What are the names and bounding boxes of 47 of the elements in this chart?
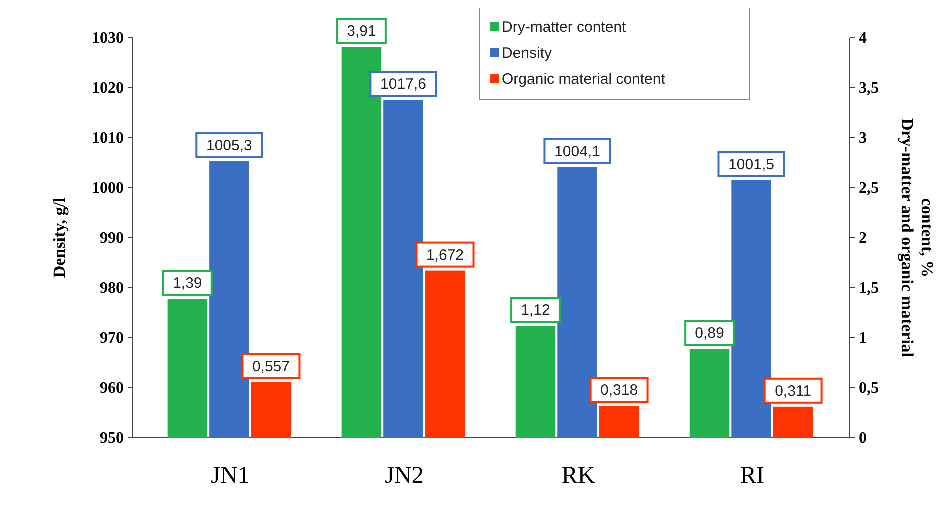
y2-tick-label: 3 (859, 130, 867, 147)
data-label: 0,89 (695, 325, 724, 342)
y2-tick-label: 3,5 (859, 80, 879, 97)
y-tick-label: 990 (100, 230, 124, 247)
bar (516, 326, 556, 438)
bar (690, 349, 730, 438)
data-label: 1004,1 (554, 144, 600, 160)
y2-tick-label: 0 (859, 430, 867, 447)
y-tick-label: 1030 (92, 30, 124, 47)
x-tick-label: JN1 (211, 463, 250, 489)
legend-label: Organic material content (502, 71, 666, 88)
y2-tick-label: 1,5 (859, 280, 879, 297)
y-tick-label: 970 (100, 330, 124, 347)
data-label: 1,12 (521, 302, 550, 319)
y-tick-label: 980 (100, 280, 124, 297)
x-tick-label: JN2 (385, 463, 424, 489)
data-label: 1005,3 (206, 138, 252, 154)
y-tick-label: 1000 (92, 180, 124, 197)
y2-tick-label: 1 (859, 330, 867, 347)
bar (773, 406, 814, 438)
data-label: 1,672 (426, 246, 464, 264)
y-tick-label: 1020 (92, 80, 124, 97)
y2-tick-label: 2 (859, 230, 867, 247)
x-tick-label: RI (740, 463, 765, 489)
data-label: 0,318 (600, 382, 638, 400)
y-tick-label: 950 (100, 430, 124, 447)
y-tick-label: 1010 (92, 130, 124, 147)
legend-label: Density (502, 45, 553, 62)
bar (599, 406, 640, 438)
y2-tick-label: 0,5 (859, 380, 879, 397)
bar (251, 382, 292, 438)
bar (342, 47, 382, 438)
bar (168, 299, 208, 438)
data-label: 0,311 (775, 382, 812, 400)
bar (425, 270, 466, 438)
y-tick-label: 960 (100, 380, 124, 397)
data-label: 1017,6 (380, 76, 426, 93)
y2-tick-label: 4 (859, 30, 867, 47)
data-label: 1001,5 (728, 156, 774, 174)
y2-tick-label: 2,5 (859, 180, 879, 197)
data-label: 0,557 (252, 358, 290, 376)
x-tick-label: RK (562, 463, 596, 489)
y2-axis-title: Dry-matter and organic material content, % (898, 118, 937, 358)
data-label: 3,91 (347, 23, 376, 40)
y-axis-title: Density, g/l (50, 198, 69, 278)
legend-label: Dry-matter content (502, 19, 628, 36)
data-label: 1,39 (173, 275, 202, 292)
